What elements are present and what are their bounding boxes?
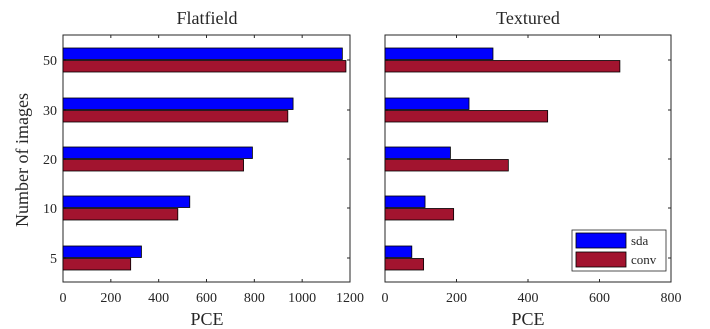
bar-conv-10 [384, 208, 455, 221]
bar-sda-20 [62, 146, 253, 159]
legend-swatch-conv [575, 251, 627, 268]
x-axis-label-flatfield: PCE [190, 309, 223, 329]
bar-sda-30 [62, 97, 294, 110]
bar-conv-30 [384, 110, 549, 123]
chart-title-textured: Textured [496, 8, 560, 28]
bars-flatfield [62, 47, 347, 271]
bar-conv-5 [62, 258, 132, 271]
y-tick-label: 20 [43, 153, 57, 168]
bar-sda-50 [384, 47, 494, 60]
x-tick-label: 600 [196, 291, 217, 306]
panel-textured: Textured 0 200 400 600 800 PCE sda conv [382, 8, 682, 329]
bar-conv-50 [384, 60, 621, 73]
bar-conv-20 [384, 159, 509, 172]
bar-conv-10 [62, 208, 179, 221]
bar-sda-50 [62, 47, 343, 60]
bar-sda-20 [384, 146, 451, 159]
x-tick-label: 600 [589, 291, 610, 306]
bar-conv-5 [384, 258, 425, 271]
bar-sda-5 [62, 245, 142, 258]
x-tick-label: 400 [518, 291, 539, 306]
x-tick-label: 200 [446, 291, 467, 306]
x-tick-label: 200 [100, 291, 121, 306]
x-tick-label: 400 [148, 291, 169, 306]
bar-conv-30 [62, 110, 289, 123]
y-tick-label: 10 [43, 202, 57, 217]
x-ticks-flatfield: 0 200 400 600 800 1000 1200 [60, 35, 364, 306]
y-ticks-textured [385, 59, 671, 259]
y-tick-label: 30 [43, 104, 57, 119]
bar-conv-50 [62, 60, 347, 73]
x-tick-label: 800 [244, 291, 265, 306]
bar-sda-30 [384, 97, 470, 110]
x-tick-label: 0 [382, 291, 389, 306]
y-ticks-flatfield: 5 10 20 30 50 [43, 54, 350, 267]
x-axis-label-textured: PCE [511, 309, 544, 329]
x-tick-label: 1200 [336, 291, 364, 306]
bar-sda-10 [62, 195, 191, 208]
bar-sda-5 [384, 245, 413, 258]
y-tick-label: 5 [50, 252, 57, 267]
x-tick-label: 1000 [288, 291, 316, 306]
y-axis-label: Number of images [12, 93, 32, 227]
legend-label-conv: conv [631, 252, 657, 267]
legend-swatch-sda [575, 232, 627, 249]
panel-flatfield: Flatfield 5 10 20 30 50 0 200 400 600 800 1000 120… [12, 8, 364, 329]
bars-textured [384, 47, 621, 271]
legend-label-sda: sda [631, 233, 649, 248]
y-tick-label: 50 [43, 54, 57, 69]
x-tick-label: 0 [60, 291, 67, 306]
bar-conv-20 [62, 159, 244, 172]
legend: sda conv [571, 229, 667, 272]
chart-title-flatfield: Flatfield [177, 8, 238, 28]
x-tick-label: 800 [661, 291, 682, 306]
bar-sda-10 [384, 195, 426, 208]
x-ticks-textured: 0 200 400 600 800 [382, 35, 682, 306]
